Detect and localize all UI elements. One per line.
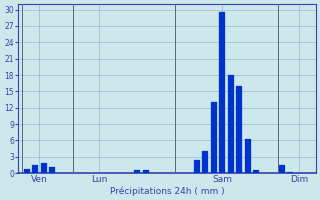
Bar xyxy=(143,170,149,173)
Bar xyxy=(134,170,140,173)
Bar xyxy=(24,169,29,173)
Bar xyxy=(279,165,285,173)
Bar xyxy=(202,151,208,173)
Bar xyxy=(41,163,47,173)
Bar xyxy=(245,139,251,173)
Bar xyxy=(253,170,259,173)
Bar xyxy=(228,75,234,173)
Bar xyxy=(287,172,293,173)
Bar xyxy=(194,160,200,173)
X-axis label: Précipitations 24h ( mm ): Précipitations 24h ( mm ) xyxy=(110,186,224,196)
Bar xyxy=(49,167,55,173)
Bar xyxy=(32,165,38,173)
Bar xyxy=(236,86,242,173)
Bar xyxy=(219,12,225,173)
Bar xyxy=(211,102,217,173)
